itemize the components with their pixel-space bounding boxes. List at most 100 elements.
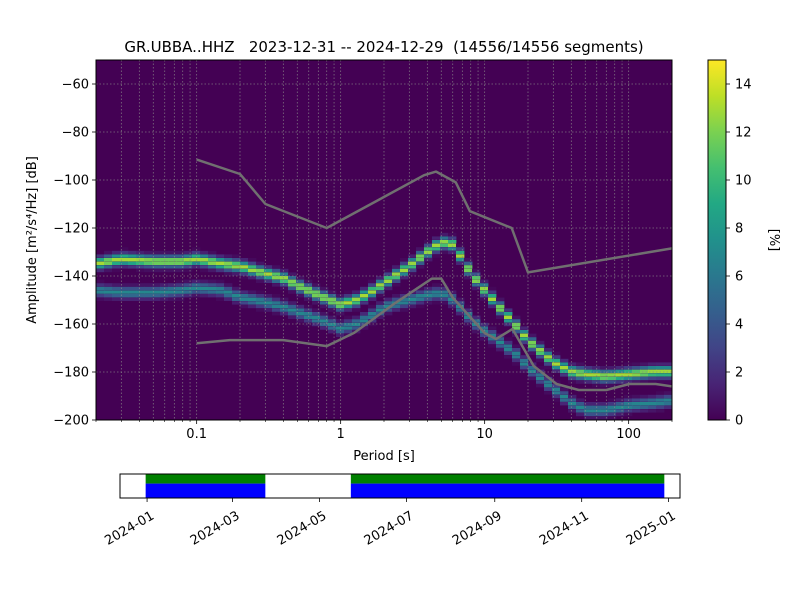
density-cell bbox=[448, 236, 457, 240]
density-cell bbox=[488, 333, 497, 337]
density-cell bbox=[200, 290, 209, 294]
density-cell bbox=[424, 240, 433, 244]
timeline-tick-label: 2025-01 bbox=[624, 509, 679, 549]
density-cell bbox=[224, 286, 233, 291]
density-cell bbox=[440, 232, 449, 237]
density-cell bbox=[568, 366, 577, 370]
density-cell bbox=[544, 351, 553, 355]
density-cell bbox=[136, 261, 145, 265]
density-cell bbox=[360, 290, 369, 294]
density-cell bbox=[112, 261, 121, 265]
density-cell bbox=[160, 265, 169, 269]
density-cell bbox=[360, 326, 369, 330]
density-cell bbox=[664, 373, 672, 377]
density-cell bbox=[232, 261, 241, 265]
density-cell bbox=[336, 330, 345, 334]
density-cell bbox=[656, 391, 665, 395]
density-cell bbox=[312, 319, 321, 323]
density-cell bbox=[440, 297, 449, 301]
density-cell bbox=[584, 369, 593, 373]
density-cell bbox=[616, 373, 625, 377]
density-cell bbox=[168, 297, 177, 301]
density-cell bbox=[248, 265, 257, 269]
density-cell bbox=[104, 265, 113, 269]
density-cell bbox=[128, 290, 137, 294]
density-cell bbox=[112, 286, 121, 291]
colorbar-label: [%] bbox=[766, 229, 781, 252]
density-cell bbox=[120, 265, 129, 269]
density-cell bbox=[176, 286, 185, 291]
density-cell bbox=[480, 333, 489, 337]
density-cell bbox=[208, 261, 217, 265]
density-cell bbox=[128, 250, 137, 255]
density-cell bbox=[304, 315, 313, 319]
density-cell bbox=[208, 290, 217, 294]
density-cell bbox=[312, 322, 321, 327]
density-cell bbox=[344, 308, 353, 312]
density-cell bbox=[232, 268, 241, 273]
density-cell bbox=[192, 294, 201, 298]
density-cell bbox=[512, 355, 521, 359]
density-cell bbox=[328, 322, 337, 327]
density-cell bbox=[632, 373, 641, 377]
density-cell bbox=[624, 369, 633, 373]
density-cell bbox=[472, 286, 481, 291]
density-cell bbox=[336, 301, 345, 305]
density-cell bbox=[632, 398, 641, 402]
density-cell bbox=[280, 268, 289, 273]
density-cell bbox=[648, 369, 657, 373]
density-cell bbox=[488, 290, 497, 294]
density-cell bbox=[96, 286, 105, 291]
density-cell bbox=[544, 387, 553, 391]
density-cell bbox=[400, 304, 409, 309]
density-cell bbox=[328, 308, 337, 312]
density-cell bbox=[472, 276, 481, 280]
density-cell bbox=[288, 283, 297, 287]
density-cell bbox=[104, 250, 113, 255]
density-cell bbox=[608, 409, 617, 413]
density-cell bbox=[400, 265, 409, 269]
density-cell bbox=[176, 258, 185, 262]
density-cell bbox=[96, 265, 105, 269]
density-cell bbox=[232, 254, 241, 258]
density-cell bbox=[288, 308, 297, 312]
density-cell bbox=[384, 268, 393, 273]
density-cell bbox=[248, 294, 257, 298]
density-cell bbox=[328, 319, 337, 323]
density-cell bbox=[416, 265, 425, 269]
density-cell bbox=[120, 294, 129, 298]
density-cell bbox=[520, 333, 529, 337]
density-cell bbox=[296, 290, 305, 294]
density-cell bbox=[576, 376, 585, 381]
density-cell bbox=[488, 326, 497, 330]
density-cell bbox=[576, 366, 585, 370]
density-cell bbox=[560, 402, 569, 406]
density-cell bbox=[576, 373, 585, 377]
density-cell bbox=[592, 416, 601, 420]
density-cell bbox=[256, 297, 265, 301]
density-cell bbox=[240, 265, 249, 269]
density-cell bbox=[584, 380, 593, 384]
density-cell bbox=[152, 265, 161, 269]
density-cell bbox=[128, 261, 137, 265]
density-cell bbox=[608, 373, 617, 377]
density-cell bbox=[480, 326, 489, 330]
density-cell bbox=[536, 376, 545, 381]
density-cell bbox=[120, 247, 129, 251]
density-cell bbox=[408, 258, 417, 262]
density-cell bbox=[496, 304, 505, 309]
density-cell bbox=[424, 301, 433, 305]
density-cell bbox=[184, 254, 193, 258]
density-cell bbox=[520, 340, 529, 345]
density-cell bbox=[416, 301, 425, 305]
density-cell bbox=[640, 409, 649, 413]
density-cell bbox=[392, 304, 401, 309]
density-cell bbox=[576, 409, 585, 413]
density-cell bbox=[592, 402, 601, 406]
density-cell bbox=[480, 286, 489, 291]
density-cell bbox=[184, 268, 193, 273]
density-cell bbox=[296, 308, 305, 312]
density-cell bbox=[456, 247, 465, 251]
density-cell bbox=[200, 268, 209, 273]
